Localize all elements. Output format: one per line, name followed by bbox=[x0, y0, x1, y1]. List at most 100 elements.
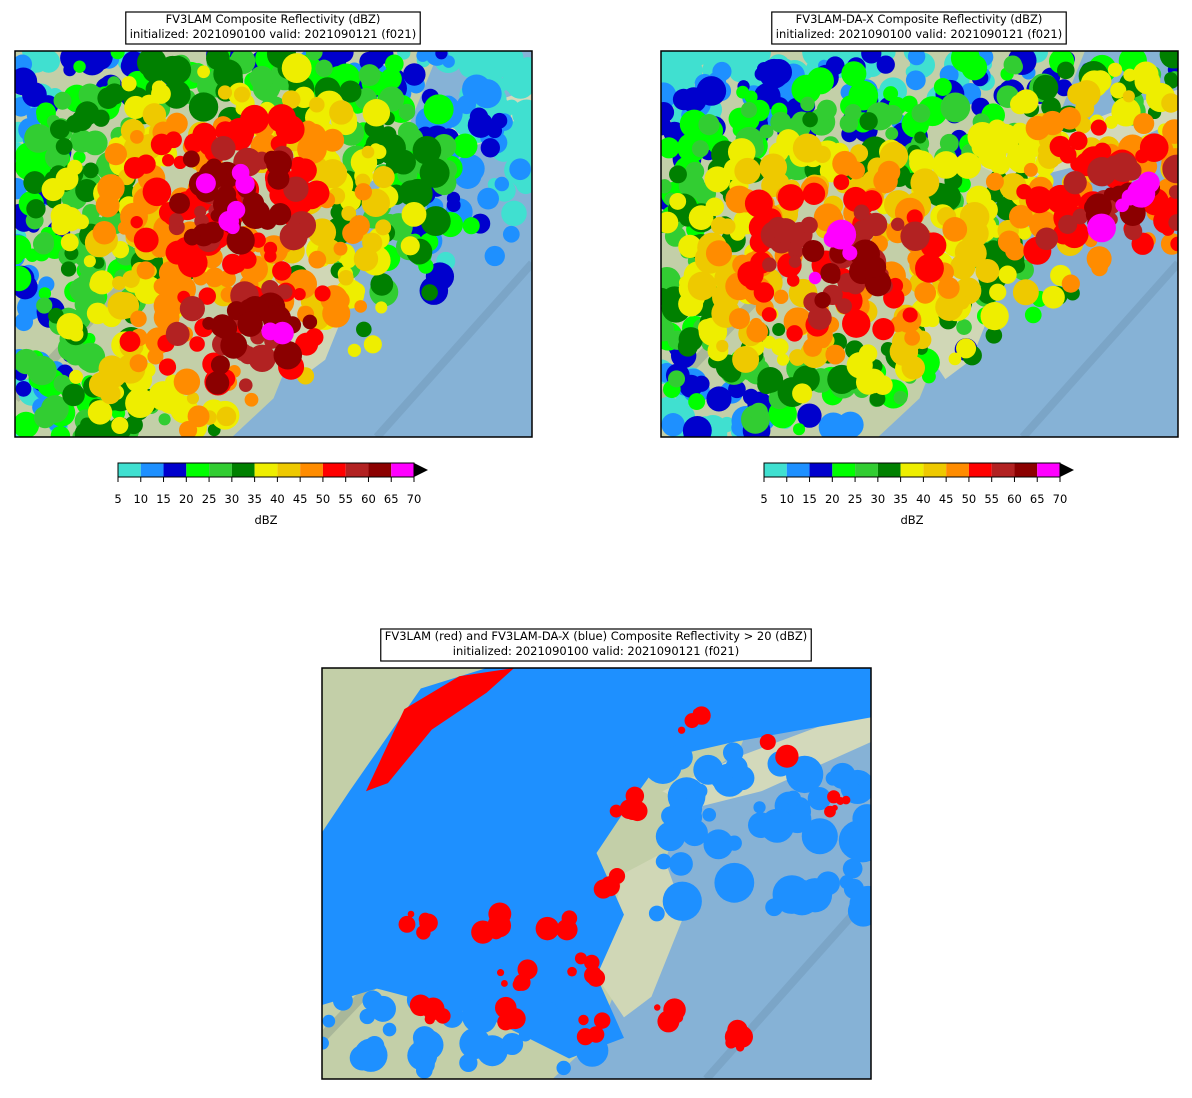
title-box bbox=[125, 11, 421, 45]
radar-echo bbox=[26, 199, 46, 219]
blue-area bbox=[501, 1032, 524, 1056]
radar-echo bbox=[501, 200, 527, 227]
radar-echo bbox=[915, 253, 944, 283]
colorbar-label: dBZ bbox=[254, 513, 277, 527]
radar-echo bbox=[82, 162, 99, 179]
radar-echo bbox=[757, 375, 777, 395]
radar-echo bbox=[354, 300, 367, 313]
colorbar-tick-label: 35 bbox=[893, 492, 908, 506]
radar-echo bbox=[841, 61, 867, 87]
radar-echo bbox=[842, 245, 858, 261]
radar-echo bbox=[728, 380, 746, 399]
panel-title: FV3LAM (red) and FV3LAM-DA-X (blue) Comp… bbox=[385, 629, 807, 643]
radar-echo bbox=[788, 255, 802, 268]
radar-echo bbox=[1161, 93, 1178, 113]
colorbar-segment bbox=[118, 463, 141, 477]
radar-echo bbox=[74, 214, 89, 230]
radar-echo bbox=[1063, 170, 1087, 195]
radar-echo bbox=[1009, 204, 1033, 229]
colorbar-segment bbox=[345, 463, 369, 477]
radar-echo bbox=[38, 287, 52, 300]
radar-echo bbox=[297, 134, 327, 164]
radar-echo bbox=[401, 201, 427, 227]
radar-echo bbox=[35, 231, 54, 251]
radar-echo bbox=[412, 135, 442, 165]
radar-echo bbox=[201, 221, 224, 244]
blue-area bbox=[801, 818, 838, 855]
radar-echo bbox=[283, 176, 309, 202]
radar-echo bbox=[1165, 195, 1178, 216]
blue-area bbox=[857, 813, 871, 836]
radar-echo bbox=[677, 336, 698, 357]
colorbar-outline bbox=[763, 462, 1061, 478]
radar-echo bbox=[1072, 80, 1101, 108]
radar-echo bbox=[802, 111, 818, 128]
red-area bbox=[517, 959, 538, 980]
radar-echo bbox=[37, 51, 60, 73]
radar-echo bbox=[877, 160, 901, 184]
colorbar-segment bbox=[391, 463, 414, 477]
radar-echo bbox=[211, 135, 236, 161]
radar-echo bbox=[687, 271, 717, 301]
blue-area bbox=[693, 754, 724, 785]
colorbar-segment bbox=[254, 463, 278, 477]
radar-echo bbox=[182, 150, 200, 168]
blue-area bbox=[840, 834, 854, 848]
radar-echo bbox=[740, 101, 758, 119]
blue-area bbox=[785, 755, 824, 794]
radar-echo bbox=[1025, 186, 1053, 214]
radar-echo bbox=[302, 314, 318, 330]
colorbar-tick-label: 5 bbox=[114, 492, 121, 506]
radar-echo bbox=[1056, 61, 1075, 80]
radar-echo bbox=[1091, 159, 1113, 181]
radar-echo bbox=[403, 63, 426, 86]
colorbar-segment bbox=[322, 463, 346, 477]
radar-echo bbox=[1061, 274, 1080, 293]
colorbar-label: dBZ bbox=[900, 513, 923, 527]
radar-echo bbox=[281, 90, 301, 109]
radar-echo bbox=[1025, 115, 1051, 141]
radar-echo bbox=[826, 219, 857, 250]
red-area bbox=[556, 918, 578, 941]
radar-echo bbox=[1072, 208, 1089, 225]
radar-echo bbox=[204, 267, 225, 288]
radar-echo bbox=[419, 157, 450, 188]
radar-echo bbox=[60, 233, 79, 252]
radar-echo bbox=[939, 133, 959, 153]
blue-area bbox=[753, 801, 766, 814]
radar-echo bbox=[1162, 119, 1178, 144]
radar-echo bbox=[933, 78, 952, 96]
radar-echo bbox=[906, 209, 923, 226]
colorbar-segment bbox=[968, 463, 992, 477]
colorbar-tick-label: 65 bbox=[384, 492, 399, 506]
colorbar-segment bbox=[186, 463, 210, 477]
radar-echo bbox=[1111, 97, 1141, 127]
radar-echo bbox=[238, 378, 253, 392]
radar-echo bbox=[688, 393, 706, 411]
radar-echo bbox=[959, 202, 990, 232]
radar-echo bbox=[732, 345, 760, 373]
panel-title: FV3LAM-DA-X Composite Reflectivity (dBZ) bbox=[796, 12, 1043, 26]
map bbox=[661, 51, 1178, 437]
radar-echo bbox=[669, 192, 687, 210]
radar-echo bbox=[728, 59, 752, 83]
radar-echo bbox=[1046, 184, 1076, 214]
radar-echo bbox=[442, 55, 455, 68]
radar-echo bbox=[55, 138, 73, 155]
radar-echo bbox=[69, 369, 84, 384]
radar-echo bbox=[672, 88, 695, 111]
red-area bbox=[497, 969, 505, 977]
colorbar-tick-label: 65 bbox=[1030, 492, 1045, 506]
radar-echo bbox=[363, 335, 382, 354]
radar-echo bbox=[905, 70, 926, 91]
blue-area bbox=[760, 808, 795, 843]
radar-echo bbox=[384, 54, 404, 74]
radar-echo bbox=[1133, 112, 1155, 135]
radar-echo bbox=[210, 314, 235, 338]
radar-echo bbox=[162, 80, 191, 109]
radar-echo bbox=[1035, 227, 1058, 251]
radar-echo bbox=[216, 406, 237, 427]
radar-echo bbox=[333, 51, 354, 63]
colorbar-tick-label: 10 bbox=[779, 492, 794, 506]
radar-echo bbox=[756, 62, 772, 77]
